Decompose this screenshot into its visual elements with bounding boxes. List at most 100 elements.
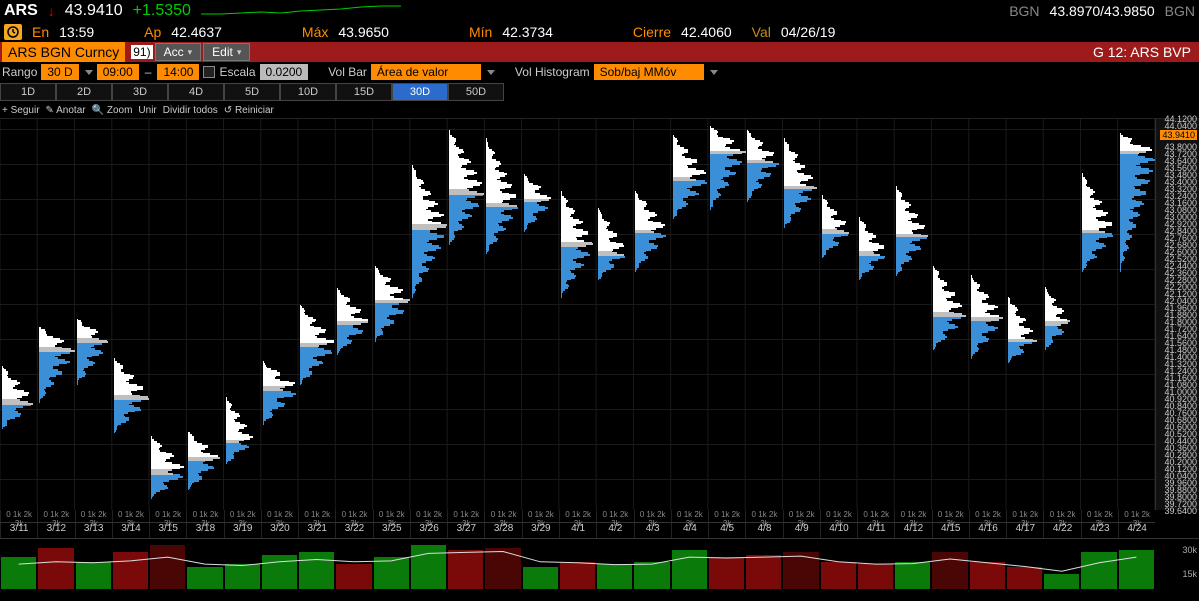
rango-field[interactable]: 30 D bbox=[41, 64, 78, 80]
ohlc-header: En 13:59 Ap 42.4637 Máx 43.9650 Mín 42.3… bbox=[0, 22, 1199, 42]
volbar-dd-icon[interactable] bbox=[487, 70, 495, 75]
tab-3d[interactable]: 3D bbox=[112, 83, 168, 101]
x-date-cell: 4/23 bbox=[1081, 523, 1118, 538]
day-profile bbox=[298, 119, 335, 510]
x-vol-cell: 0 1k 2k 3k bbox=[335, 510, 372, 522]
x-date-cell: 4/12 bbox=[894, 523, 931, 538]
escala-field[interactable]: 0.0200 bbox=[260, 64, 309, 80]
dash: – bbox=[143, 65, 154, 79]
x-date-cell: 3/15 bbox=[149, 523, 186, 538]
volbar-label: Vol Bar bbox=[328, 65, 367, 79]
x-date-cell: 3/18 bbox=[186, 523, 223, 538]
last-price: 43.9410 bbox=[65, 2, 123, 20]
x-axis: 0 1k 2k 3k0 1k 2k 3k0 1k 2k 3k0 1k 2k 3k… bbox=[0, 510, 1155, 538]
tool-unir[interactable]: Unir bbox=[138, 105, 156, 116]
high-value: 43.9650 bbox=[338, 24, 389, 40]
volbar-field[interactable]: Área de valor bbox=[371, 64, 481, 80]
day-profile bbox=[37, 119, 74, 510]
price-change: +1.5350 bbox=[133, 2, 191, 20]
day-profile bbox=[112, 119, 149, 510]
escala-label: Escala bbox=[219, 65, 255, 79]
edit-dropdown[interactable]: Edit▾ bbox=[203, 43, 250, 61]
day-profile bbox=[1118, 119, 1155, 510]
tool-seguir[interactable]: + Seguir bbox=[2, 105, 40, 116]
time-from-field[interactable]: 09:00 bbox=[97, 64, 139, 80]
day-profile bbox=[261, 119, 298, 510]
x-vol-cell: 0 1k 2k 3k bbox=[1006, 510, 1043, 522]
day-profile bbox=[186, 119, 223, 510]
x-date-cell: 4/3 bbox=[634, 523, 671, 538]
tab-10d[interactable]: 10D bbox=[280, 83, 336, 101]
day-profile bbox=[931, 119, 968, 510]
chart-area[interactable]: 44.120044.040043.941043.800043.720043.64… bbox=[0, 118, 1199, 538]
tab-50d[interactable]: 50D bbox=[448, 83, 504, 101]
day-profile bbox=[671, 119, 708, 510]
x-date-cell: 4/10 bbox=[820, 523, 857, 538]
x-vol-cell: 0 1k 2k 3k bbox=[261, 510, 298, 522]
x-vol-cell: 0 1k 2k 3k bbox=[1081, 510, 1118, 522]
tool-dividirtodos[interactable]: Dividir todos bbox=[163, 105, 218, 116]
day-profile bbox=[1080, 119, 1117, 510]
x-date-cell: 3/13 bbox=[75, 523, 112, 538]
x-vol-cell: 0 1k 2k 3k bbox=[671, 510, 708, 522]
security-title[interactable]: ARS BGN Curncy bbox=[2, 42, 125, 62]
tab-15d[interactable]: 15D bbox=[336, 83, 392, 101]
x-date-cell: 4/17 bbox=[1006, 523, 1043, 538]
x-vol-cell: 0 1k 2k 3k bbox=[634, 510, 671, 522]
close-value: 42.4060 bbox=[681, 24, 732, 40]
x-vol-cell: 0 1k 2k 3k bbox=[0, 510, 37, 522]
tab-5d[interactable]: 5D bbox=[224, 83, 280, 101]
y-axis: 44.120044.040043.941043.800043.720043.64… bbox=[1155, 119, 1199, 510]
tool-anotar[interactable]: ✎ Anotar bbox=[46, 105, 86, 116]
tab-30d[interactable]: 30D bbox=[392, 83, 448, 101]
day-profile bbox=[373, 119, 410, 510]
volhist-dd-icon[interactable] bbox=[710, 70, 718, 75]
day-profile bbox=[335, 119, 372, 510]
low-value: 42.3734 bbox=[502, 24, 553, 40]
function-code: 91) bbox=[131, 45, 152, 59]
tool-zoom[interactable]: 🔍 Zoom bbox=[92, 105, 133, 116]
x-date-cell: 3/11 bbox=[0, 523, 37, 538]
time-to-field[interactable]: 14:00 bbox=[157, 64, 199, 80]
volume-histogram-panel[interactable]: 30k15k bbox=[0, 538, 1199, 593]
day-profile bbox=[410, 119, 447, 510]
val-value: 04/26/19 bbox=[781, 24, 836, 40]
x-vol-cell: 0 1k 2k 3k bbox=[447, 510, 484, 522]
x-vol-cell: 0 1k 2k 3k bbox=[745, 510, 782, 522]
rango-label: Rango bbox=[2, 65, 37, 79]
y-tick: 43.9410 bbox=[1160, 130, 1197, 140]
x-date-cell: 3/25 bbox=[373, 523, 410, 538]
x-vol-cell: 0 1k 2k 3k bbox=[820, 510, 857, 522]
acc-dropdown[interactable]: Acc▾ bbox=[155, 43, 202, 61]
hist-y-tick: 30k bbox=[1182, 545, 1197, 555]
x-date-cell: 4/24 bbox=[1118, 523, 1155, 538]
quote-header: ARS ↓ 43.9410 +1.5350 BGN 43.8970/43.985… bbox=[0, 0, 1199, 22]
x-date-cell: 4/16 bbox=[969, 523, 1006, 538]
x-date-cell: 3/22 bbox=[335, 523, 372, 538]
volhist-field[interactable]: Sob/baj MMóv bbox=[594, 64, 704, 80]
x-date-cell: 3/26 bbox=[410, 523, 447, 538]
tab-2d[interactable]: 2D bbox=[56, 83, 112, 101]
x-vol-cell: 0 1k 2k 3k bbox=[484, 510, 521, 522]
x-vol-cell: 0 1k 2k 3k bbox=[186, 510, 223, 522]
x-date-cell: 4/8 bbox=[745, 523, 782, 538]
x-date-cell: 4/2 bbox=[596, 523, 633, 538]
y-tick: 39.6400 bbox=[1164, 506, 1197, 516]
tool-reiniciar[interactable]: ↺ Reiniciar bbox=[224, 105, 274, 116]
day-profile bbox=[708, 119, 745, 510]
x-vol-cell: 0 1k 2k 3k bbox=[298, 510, 335, 522]
day-profile bbox=[596, 119, 633, 510]
x-vol-cell: 0 1k 2k 3k bbox=[112, 510, 149, 522]
tab-4d[interactable]: 4D bbox=[168, 83, 224, 101]
tab-1d[interactable]: 1D bbox=[0, 83, 56, 101]
low-label: Mín bbox=[469, 24, 492, 40]
en-label: En bbox=[32, 24, 49, 40]
day-profile bbox=[782, 119, 819, 510]
open-label: Ap bbox=[144, 24, 161, 40]
day-profile bbox=[484, 119, 521, 510]
day-profile bbox=[857, 119, 894, 510]
x-vol-cell: 0 1k 2k 3k bbox=[1043, 510, 1080, 522]
rango-dd-icon[interactable] bbox=[85, 70, 93, 75]
escala-checkbox[interactable] bbox=[203, 66, 215, 78]
x-vol-cell: 0 1k 2k 3k bbox=[373, 510, 410, 522]
